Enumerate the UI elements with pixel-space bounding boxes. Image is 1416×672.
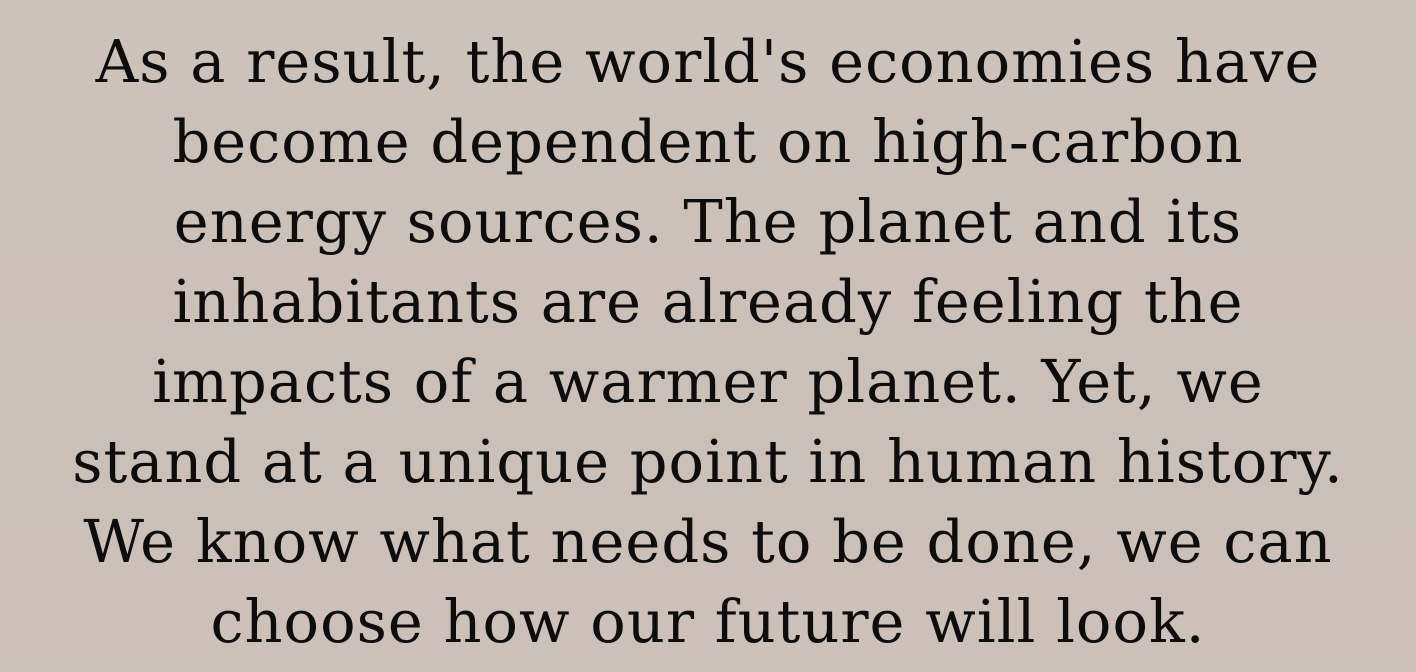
text-line-7: We know what needs to be done, we can (83, 507, 1333, 576)
text-line-2: become dependent on high-carbon (172, 107, 1244, 176)
text-line-8: choose how our future will look. (210, 587, 1206, 656)
text-line-5: impacts of a warmer planet. Yet, we (152, 347, 1264, 416)
text-line-6: stand at a unique point in human history… (72, 427, 1344, 496)
text-line-3: energy sources. The planet and its (173, 187, 1243, 256)
text-line-1: As a result, the world's economies have (95, 27, 1321, 96)
body-paragraph: As a result, the world's economies have … (0, 22, 1416, 662)
text-line-4: inhabitants are already feeling the (172, 267, 1244, 336)
